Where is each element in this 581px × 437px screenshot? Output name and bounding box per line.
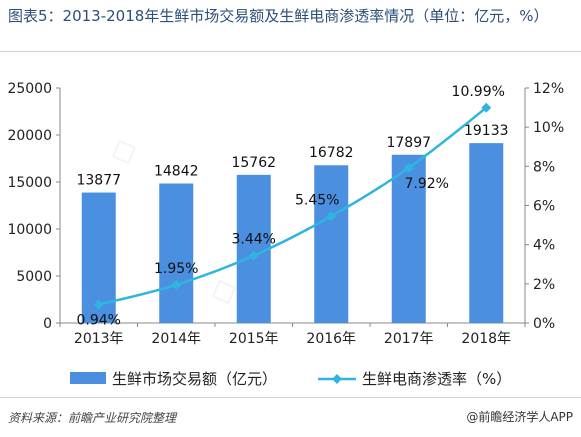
x-tick-label: 2014年 [151,331,201,347]
rate-marker [326,211,337,222]
legend-bar-label: 生鲜市场交易额（亿元） [112,370,277,388]
y-left-tick-label: 15000 [7,175,52,191]
bar-value-label: 19133 [464,123,509,139]
rate-value-label: 10.99% [452,84,505,100]
bar-value-label: 14842 [154,163,199,179]
chart-title: 图表5：2013-2018年生鲜市场交易额及生鲜电商渗透率情况（单位：亿元，%） [8,7,549,25]
rate-marker [248,250,259,261]
x-tick-label: 2015年 [229,331,279,347]
bar [159,183,194,323]
footer-divider [0,397,581,398]
legend-bar-swatch [70,372,106,384]
y-right-tick-label: 10% [533,120,564,136]
legend-line-marker [332,374,342,384]
y-right-tick-label: 4% [533,238,555,254]
y-left-tick-label: 0 [43,316,52,332]
bar [391,154,426,323]
y-left-tick-label: 5000 [16,269,52,285]
x-tick-label: 2018年 [461,331,511,347]
rate-value-label: 5.45% [295,192,339,208]
legend-line-label: 生鲜电商渗透率（%） [362,370,511,388]
rate-value-label: 3.44% [232,232,276,248]
bar [236,174,271,323]
y-left-tick-label: 10000 [7,222,52,238]
y-right-tick-label: 2% [533,277,555,293]
source-note: 资料来源：前瞻产业研究院整理 [8,411,177,425]
rate-marker [481,102,492,113]
x-tick-label: 2016年 [306,331,356,347]
bar-value-label: 17897 [386,135,431,151]
rate-marker [403,162,414,173]
title-divider [0,51,581,52]
bar [469,143,504,323]
bar-value-label: 15762 [231,155,276,171]
bar-value-label: 16782 [309,145,354,161]
rate-marker [171,279,182,290]
y-left-tick-label: 25000 [7,81,52,97]
bar-value-label: 13877 [76,173,121,189]
rate-value-label: 1.95% [154,261,198,277]
brand-credit: @前瞻经济学人APP [466,410,573,424]
y-right-tick-label: 0% [533,316,555,332]
y-right-tick-label: 6% [533,199,555,215]
y-right-tick-label: 12% [533,81,564,97]
rate-value-label: 0.94% [77,313,121,329]
y-right-tick-label: 8% [533,159,555,175]
y-left-tick-label: 20000 [7,128,52,144]
x-tick-label: 2013年 [74,331,124,347]
x-tick-label: 2017年 [384,331,434,347]
rate-value-label: 7.92% [405,176,449,192]
bar [314,165,349,323]
rate-marker [93,299,104,310]
